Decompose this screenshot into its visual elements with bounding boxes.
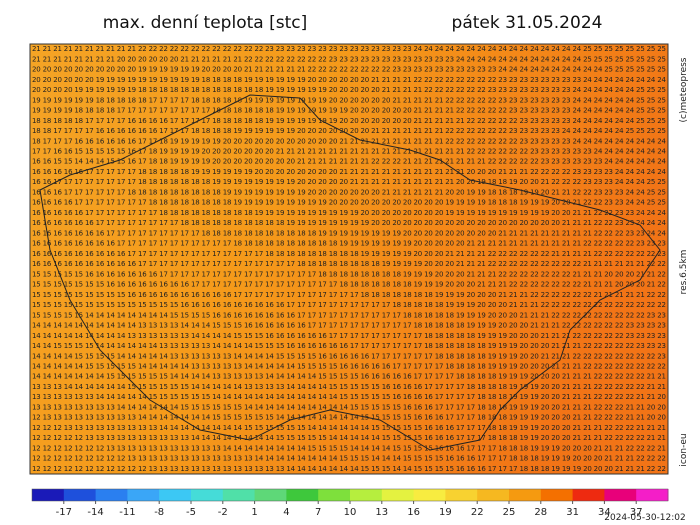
colorbar-swatch	[381, 489, 415, 501]
value-row: 21 21 21 21 21 21 21 21 21 21 22 22 22 2…	[32, 45, 666, 53]
colorbar-swatch	[222, 489, 256, 501]
colorbar-swatch	[286, 489, 319, 501]
value-row: 15 15 15 15 15 14 14 14 14 14 14 14 14 1…	[32, 311, 666, 319]
colorbar-label: -5	[186, 507, 196, 518]
colorbar-swatch	[604, 489, 637, 501]
value-row: 14 14 14 14 14 14 14 14 14 14 13 13 13 1…	[32, 322, 666, 330]
colorbar-swatch	[95, 489, 128, 501]
value-row: 12 12 12 13 13 13 13 13 13 13 13 13 14 1…	[32, 424, 666, 432]
map-area	[29, 43, 669, 475]
value-row: 13 13 13 14 14 14 14 14 14 15 15 15 15 1…	[32, 383, 666, 391]
value-row: 16 16 15 15 14 14 14 15 15 16 17 18 18 1…	[32, 158, 667, 166]
value-row: 14 14 14 14 14 14 14 14 14 13 13 13 13 1…	[32, 332, 666, 340]
value-row: 18 18 17 17 17 17 16 16 16 16 16 16 17 1…	[32, 127, 666, 135]
colorbar-label: 31	[566, 507, 579, 518]
colorbar-swatch	[350, 489, 383, 501]
map: 21 21 21 21 21 21 21 21 21 21 22 22 22 2…	[29, 43, 669, 475]
value-row: 20 20 20 20 19 19 19 19 19 19 18 18 18 1…	[32, 86, 666, 94]
value-row: 19 19 19 19 18 18 18 18 17 17 17 17 17 1…	[32, 107, 666, 115]
value-row: 15 15 15 15 15 15 15 16 16 16 16 16 16 1…	[32, 281, 666, 289]
colorbar-label: 25	[503, 507, 516, 518]
value-row: 19 19 19 19 19 19 18 18 18 18 18 17 17 1…	[32, 96, 666, 104]
value-row: 18 17 17 17 16 16 16 16 16 16 17 17 18 1…	[32, 137, 667, 145]
colorbar-label: -2	[218, 507, 228, 518]
value-row: 12 13 13 13 13 13 13 13 13 13 14 14 14 1…	[32, 414, 666, 422]
colorbar-label: 4	[283, 507, 289, 518]
value-row: 14 14 15 15 15 15 14 14 14 14 14 14 13 1…	[32, 342, 666, 350]
value-row: 15 15 15 15 15 15 15 15 15 16 16 16 16 1…	[32, 291, 666, 299]
colorbar-label: 7	[315, 507, 321, 518]
colorbar-swatch	[191, 489, 224, 501]
value-row: 12 12 12 12 12 12 12 13 13 13 13 13 13 1…	[32, 444, 666, 452]
map-title: max. denní teplota [stc]	[103, 13, 307, 33]
value-row: 13 13 13 13 13 13 14 14 14 14 14 15 15 1…	[32, 393, 666, 401]
value-row: 20 20 20 20 20 20 20 20 20 20 19 19 19 1…	[32, 66, 666, 74]
value-row: 20 20 20 20 20 20 19 19 19 19 19 19 19 1…	[32, 76, 667, 84]
colorbar-label: 1	[251, 507, 257, 518]
model: icon-eu	[679, 433, 689, 466]
value-row: 16 16 16 16 16 17 17 17 17 17 18 18 18 1…	[32, 168, 667, 176]
map-date: pátek 31.05.2024	[452, 13, 603, 33]
colorbar-swatch	[477, 489, 510, 501]
value-row: 16 16 16 16 16 16 16 16 17 17 17 17 17 1…	[32, 240, 666, 248]
colorbar-swatch	[636, 489, 669, 501]
copyright: (c)meteopress	[679, 57, 689, 122]
value-row: 12 12 12 12 12 12 12 12 12 12 12 13 13 1…	[32, 465, 666, 473]
value-row: 12 12 12 12 12 12 12 12 12 13 13 13 13 1…	[32, 455, 666, 463]
value-row: 18 18 18 18 18 17 17 17 17 16 16 16 16 1…	[32, 117, 666, 125]
timestamp: 2024-05-30-12:02	[604, 513, 686, 523]
value-row: 16 16 16 17 17 17 17 17 17 18 18 18 18 1…	[32, 188, 666, 196]
colorbar-swatch	[127, 489, 160, 501]
colorbar-label: 22	[471, 507, 484, 518]
colorbar-swatch	[572, 489, 605, 501]
colorbar-label: 13	[375, 507, 388, 518]
colorbar-label: -8	[154, 507, 164, 518]
value-row: 16 16 16 16 16 16 16 16 16 16 17 17 17 1…	[32, 260, 666, 268]
value-row: 14 14 14 14 14 14 14 15 15 15 15 15 15 1…	[32, 373, 666, 381]
colorbar-label: -14	[87, 507, 103, 518]
colorbar-label: 19	[439, 507, 452, 518]
value-row: 16 16 16 16 16 16 16 17 17 17 17 17 17 1…	[32, 229, 667, 237]
value-row: 16 16 16 16 17 17 17 17 17 17 17 18 18 1…	[32, 199, 666, 207]
colorbar-swatch	[254, 489, 287, 501]
value-row: 21 21 21 21 21 21 21 21 20 20 20 20 20 2…	[32, 55, 666, 63]
value-row: 14 14 14 14 14 15 15 15 15 15 14 14 14 1…	[32, 363, 666, 371]
value-row: 15 15 15 15 15 15 15 15 15 15 15 15 15 1…	[32, 301, 666, 309]
colorbar-label: 10	[344, 507, 357, 518]
colorbar-label: 37	[630, 507, 643, 518]
colorbar-swatch	[413, 489, 446, 501]
value-row: 12 12 12 12 12 13 13 13 13 13 13 13 13 1…	[32, 434, 666, 442]
colorbar-swatch	[509, 489, 542, 501]
colorbar-label: -11	[119, 507, 135, 518]
colorbar-swatch	[159, 489, 192, 501]
colorbar-label: 28	[534, 507, 547, 518]
resolution: res.6.5km	[679, 250, 689, 295]
value-row: 13 13 13 13 13 13 13 13 14 14 14 14 14 1…	[32, 403, 666, 411]
value-row: 16 16 17 17 17 17 17 17 17 17 18 18 18 1…	[32, 178, 666, 186]
colorbar-swatch	[318, 489, 351, 501]
colorbar-swatch	[445, 489, 478, 501]
value-row: 15 15 15 15 15 16 16 16 16 16 16 16 17 1…	[32, 270, 666, 278]
value-row: 16 16 16 16 16 16 17 17 17 17 17 17 17 1…	[32, 219, 667, 227]
value-row: 16 16 16 16 16 16 16 16 16 17 17 17 17 1…	[32, 250, 666, 258]
colorbar-label: 34	[598, 507, 611, 518]
value-row: 17 17 16 16 15 15 15 15 15 16 17 18 19 1…	[32, 148, 667, 156]
value-row: 14 14 14 14 15 15 15 15 14 14 14 14 14 1…	[32, 352, 666, 360]
colorbar-swatch	[63, 489, 97, 501]
colorbar-swatch	[540, 489, 574, 501]
value-row: 16 16 16 16 16 17 17 17 17 17 17 17 18 1…	[32, 209, 667, 217]
colorbar-label: -17	[56, 507, 72, 518]
border	[39, 94, 661, 451]
colorbar: -17 -14 -11 -8 -5 -2 1 4 7 10 13 16 19 22 25 28 31 34 37	[31, 488, 669, 518]
colorbar-swatch	[32, 489, 65, 501]
colorbar-label: 16	[407, 507, 420, 518]
